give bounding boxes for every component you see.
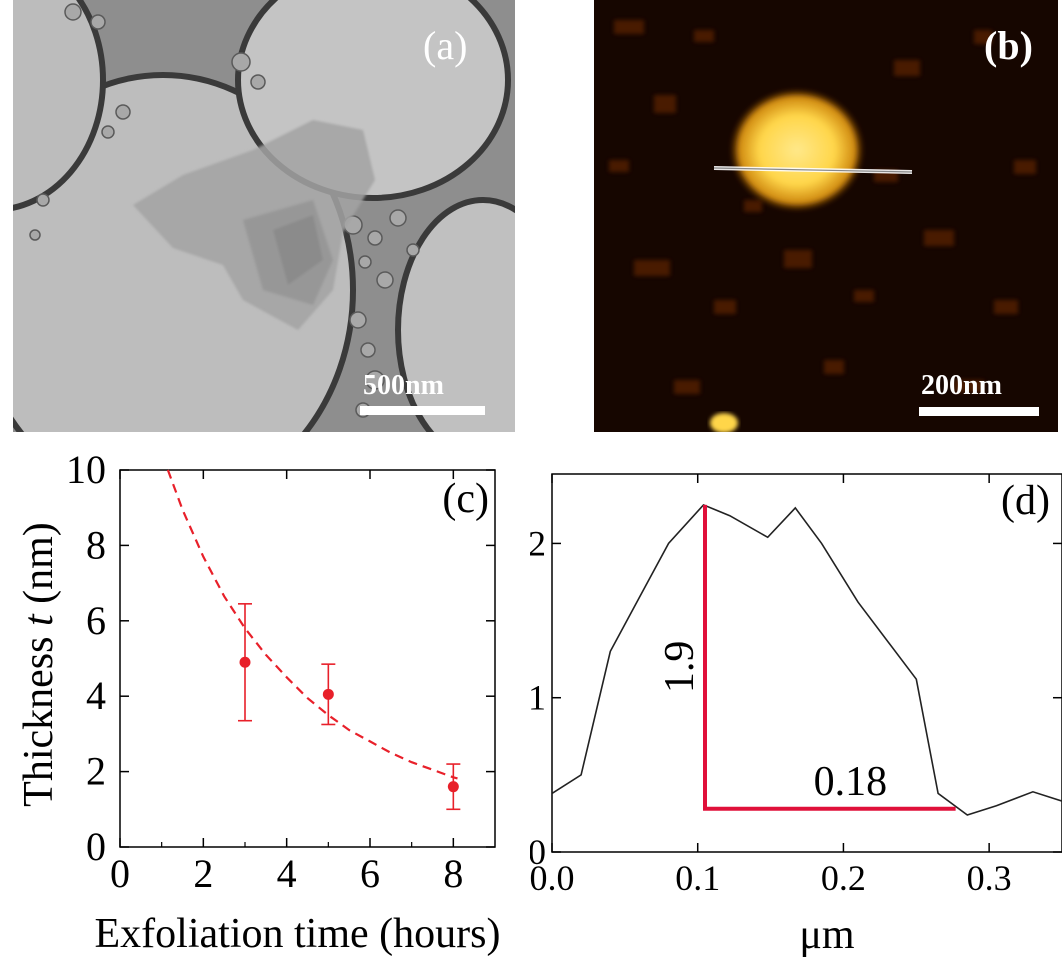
x-tick-label: 0.0 — [530, 858, 575, 898]
height-profile-line — [551, 503, 1062, 816]
x-tick-label: 8 — [443, 851, 463, 896]
y-tick-label: 1 — [530, 678, 546, 718]
x-tick-label: 0 — [110, 851, 130, 896]
thickness-chart: 0 2 4 6 8 0 2 4 6 8 10 Exfoliation time (hours) Thic… — [16, 447, 500, 957]
y-tick-label: 0 — [86, 824, 106, 869]
y-tick-label: 8 — [86, 522, 106, 567]
x-tick-label: 2 — [193, 851, 213, 896]
tem-image — [13, 0, 515, 432]
height-profile-chart: 0.0 0.1 0.2 0.3 0 1 2 μm (d) 1.9 0.18 — [530, 473, 1062, 957]
plot-frame — [119, 469, 496, 848]
height-marker-label: 1.9 — [657, 641, 703, 694]
x-tick-label: 4 — [277, 851, 297, 896]
x-tick-label: 6 — [360, 851, 380, 896]
scale-bar-label-a: 500nm — [363, 370, 444, 401]
y-tick-label: 0 — [530, 832, 546, 872]
x-tick-label: 0.3 — [967, 858, 1012, 898]
panel-b-label: (b) — [984, 23, 1033, 68]
afm-image-panel: (b) 200nm — [594, 0, 1058, 432]
thickness-plot-area: 0 2 4 6 8 0 2 4 6 8 10 Exfoliation time (hours) Thic… — [16, 447, 500, 957]
panel-a-label: (a) — [423, 23, 468, 68]
scale-bar-a — [360, 406, 485, 415]
scale-bar-label-b: 200nm — [921, 370, 1002, 401]
y-tick-label: 2 — [86, 749, 106, 794]
panel-d-label: (d) — [1001, 478, 1050, 524]
data-point — [239, 656, 251, 668]
y-tick-label: 2 — [530, 523, 546, 563]
x-axis-label: μm — [799, 912, 855, 957]
width-marker-label: 0.18 — [814, 759, 888, 805]
scale-bar-b — [919, 407, 1039, 416]
profile-plot-area: 0.0 0.1 0.2 0.3 0 1 2 μm (d) 1.9 0.18 — [530, 473, 1062, 957]
fit-curve — [166, 469, 458, 780]
afm-image — [594, 0, 1058, 432]
data-point — [322, 688, 334, 700]
x-tick-label: 0.1 — [675, 858, 720, 898]
y-tick-label: 10 — [66, 447, 106, 492]
x-axis-label: Exfoliation time (hours) — [95, 911, 501, 957]
x-tick-label: 0.2 — [821, 858, 866, 898]
y-tick-label: 4 — [86, 673, 106, 718]
panel-c-label: (c) — [442, 476, 489, 522]
plot-frame — [551, 473, 1062, 853]
y-axis-label: Thickness t (nm) — [16, 522, 62, 807]
y-tick-label: 6 — [86, 598, 106, 643]
data-point — [447, 781, 459, 793]
tem-image-panel: (a) 500nm — [13, 0, 515, 432]
